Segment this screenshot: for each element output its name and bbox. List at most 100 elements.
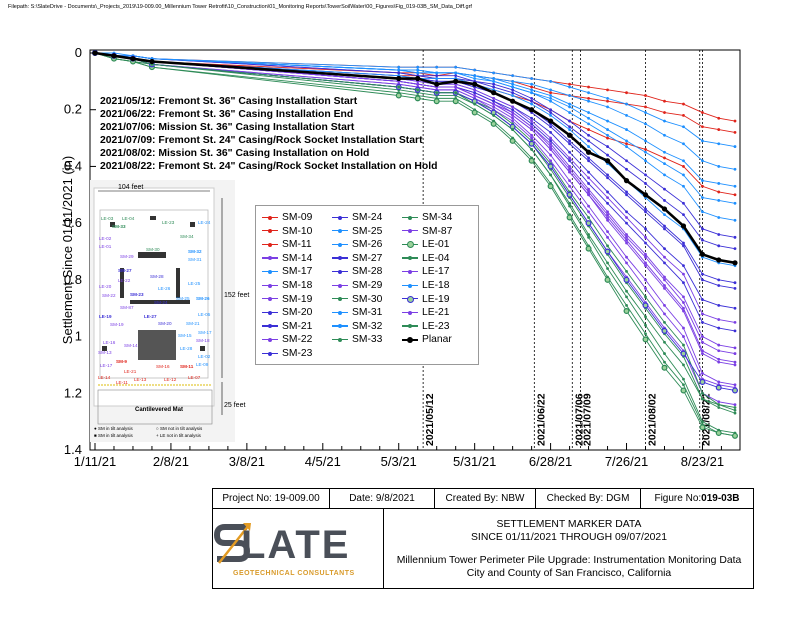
legend-item: LE-17 xyxy=(402,266,449,277)
data-point xyxy=(587,128,590,131)
x-tick-label: 4/5/21 xyxy=(305,454,341,469)
data-point xyxy=(454,91,458,95)
data-point xyxy=(606,235,609,239)
data-point xyxy=(682,264,685,268)
data-point xyxy=(623,276,630,283)
legend-symbol xyxy=(402,281,418,291)
data-point xyxy=(644,150,647,154)
data-point xyxy=(530,119,534,123)
event-line-label: 2021/08/02 xyxy=(647,393,659,446)
legend-item: SM-23 xyxy=(262,348,312,359)
data-point xyxy=(716,257,722,263)
legend-item: LE-21 xyxy=(402,307,449,318)
data-point xyxy=(701,278,704,282)
data-point xyxy=(644,286,647,290)
data-point xyxy=(587,235,590,239)
data-point xyxy=(606,133,609,137)
data-point xyxy=(717,233,721,236)
data-point xyxy=(397,71,401,75)
data-point xyxy=(473,68,477,72)
site-plan-drawing xyxy=(93,187,223,425)
data-point xyxy=(682,184,685,188)
data-point xyxy=(606,201,609,205)
inset-marker-label: SM-29 xyxy=(120,254,134,259)
data-point xyxy=(644,182,647,185)
data-point xyxy=(642,192,649,198)
data-point xyxy=(606,99,609,103)
inset-marker-label: SM-23 xyxy=(130,292,144,297)
data-point xyxy=(549,96,552,100)
data-point xyxy=(568,85,571,89)
legend-symbol xyxy=(262,213,278,223)
data-point xyxy=(606,105,609,109)
data-point xyxy=(435,74,439,78)
inset-marker-label: SM-31 xyxy=(188,257,202,262)
inset-marker-label: LE-28 xyxy=(180,346,193,351)
data-point xyxy=(625,210,628,214)
legend-item: LE-18 xyxy=(402,280,449,291)
data-point xyxy=(606,216,609,219)
legend-item: SM-09 xyxy=(262,212,312,223)
data-point xyxy=(682,102,685,106)
data-point xyxy=(549,136,552,140)
data-point xyxy=(509,137,516,144)
data-point xyxy=(530,128,534,131)
data-point xyxy=(568,179,571,183)
data-point xyxy=(471,109,478,116)
created-by: Created By: NBW xyxy=(435,489,536,508)
data-point xyxy=(473,88,477,92)
data-point xyxy=(606,213,609,217)
data-point xyxy=(587,156,590,160)
data-point xyxy=(568,139,571,143)
data-point xyxy=(587,116,590,120)
data-point xyxy=(701,298,704,302)
data-point xyxy=(530,77,534,80)
legend-label: SM-11 xyxy=(282,239,312,251)
data-point xyxy=(625,233,628,236)
annotation-line: 2021/07/09: Fremont St. 24" Casing/Rock … xyxy=(100,135,423,146)
data-point xyxy=(733,408,737,412)
data-point xyxy=(511,88,515,92)
data-point xyxy=(717,380,721,384)
data-point xyxy=(549,173,552,177)
y-tick-label: 0.4 xyxy=(64,158,82,173)
data-point xyxy=(492,79,496,83)
data-point xyxy=(733,218,737,222)
data-point xyxy=(644,295,647,299)
data-point xyxy=(733,352,737,355)
legend-symbol xyxy=(262,294,278,304)
inset-marker-label: LE-02 xyxy=(99,236,112,241)
data-point xyxy=(606,176,609,180)
data-point xyxy=(680,350,687,357)
data-point xyxy=(644,261,647,265)
data-point xyxy=(663,213,666,217)
legend-item: SM-22 xyxy=(262,334,312,345)
data-point xyxy=(682,159,685,163)
data-point xyxy=(606,218,609,222)
inset-marker-label: SM-22 xyxy=(102,293,116,298)
data-point xyxy=(587,159,590,163)
data-point xyxy=(606,230,609,234)
data-point xyxy=(733,193,737,197)
data-point xyxy=(733,360,737,364)
data-point xyxy=(733,411,737,415)
data-point xyxy=(663,111,666,114)
data-point xyxy=(511,108,515,112)
data-point xyxy=(717,182,721,185)
data-point xyxy=(568,102,571,106)
data-point xyxy=(490,120,497,127)
legend-label: LE-01 xyxy=(422,239,450,251)
data-point xyxy=(644,227,647,231)
data-point xyxy=(644,235,647,239)
inset-marker-label: SM-16 xyxy=(156,364,170,369)
inset-marker-label: SM-26 xyxy=(196,296,210,301)
data-point xyxy=(492,77,496,80)
inset-marker-label: LE-03 xyxy=(101,216,114,221)
legend-symbol xyxy=(262,308,278,318)
data-point xyxy=(644,111,647,114)
data-point xyxy=(416,82,420,86)
data-point xyxy=(733,184,737,188)
data-point xyxy=(680,223,687,229)
data-point xyxy=(453,78,459,84)
cantilevered-mat-label: Cantilevered Mat xyxy=(134,407,183,413)
